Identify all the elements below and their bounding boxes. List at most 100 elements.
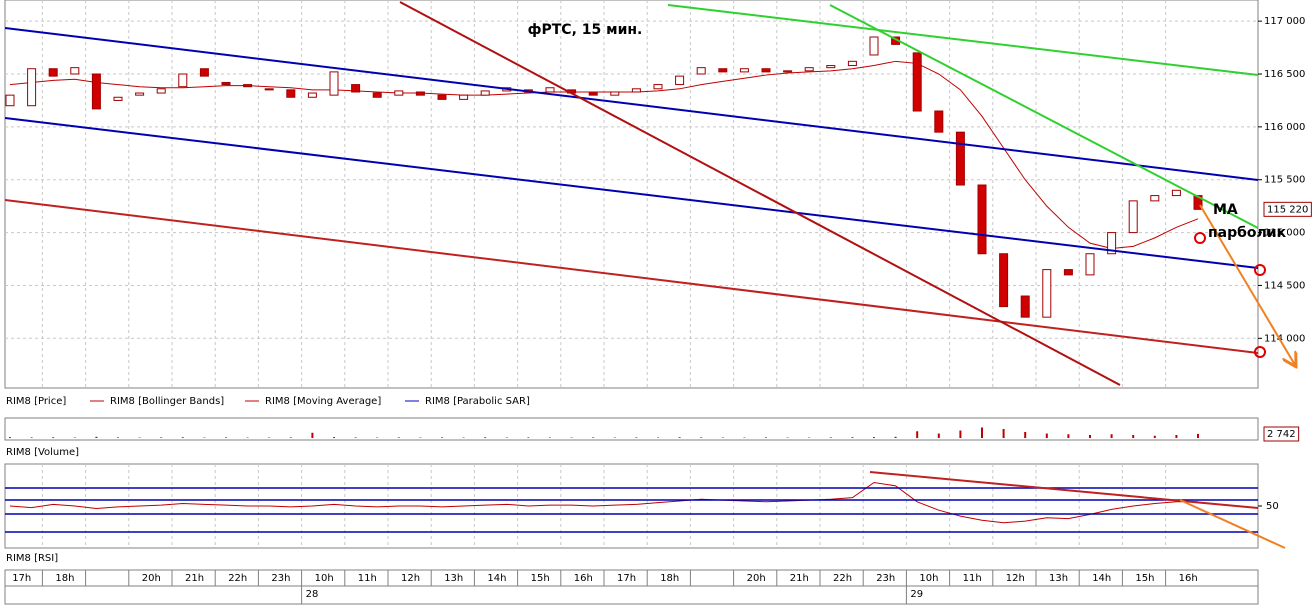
candle (28, 69, 36, 106)
candle (589, 93, 597, 95)
x-tick-label: 16h (1179, 573, 1198, 584)
candle (71, 68, 79, 74)
volume-bar (441, 437, 443, 438)
candle (740, 69, 748, 72)
volume-bar (1003, 429, 1005, 438)
candle (1086, 254, 1094, 275)
candle (546, 88, 554, 92)
volume-bar (1089, 435, 1091, 438)
volume-bar (311, 433, 313, 438)
y-tick-label: 116 000 (1264, 122, 1305, 133)
x-tick-label: 20h (747, 573, 766, 584)
x-tick-label: 11h (963, 573, 982, 584)
candle (1151, 196, 1159, 201)
volume-bar (225, 437, 227, 438)
volume-bar (895, 437, 897, 438)
x-tick-label: 17h (617, 573, 636, 584)
x-tick-label: 16h (574, 573, 593, 584)
x-tick-label: 23h (876, 573, 895, 584)
volume-bar (981, 428, 983, 439)
volume-bar (1175, 435, 1177, 438)
volume-bar (333, 437, 335, 438)
y-tick-label: 117 000 (1264, 16, 1305, 27)
x-tick-label: 21h (790, 573, 809, 584)
rsi-panel (5, 464, 1258, 548)
volume-bar (31, 437, 33, 438)
value-label: 2 742 (1267, 429, 1296, 440)
candle (287, 90, 295, 97)
candle (416, 92, 424, 95)
candle (935, 111, 943, 132)
panel-label: RIM8 [Volume] (6, 447, 79, 458)
volume-bar (290, 437, 292, 438)
volume-bar (527, 437, 529, 438)
day-label: 29 (910, 589, 923, 600)
annotation: MA (1213, 202, 1238, 218)
x-tick-label: 13h (1049, 573, 1068, 584)
candle (481, 91, 489, 95)
volume-bar (398, 437, 400, 438)
candle (827, 66, 835, 68)
y-tick-label: 114 500 (1264, 280, 1305, 291)
volume-bar (1132, 435, 1134, 438)
candle (762, 69, 770, 72)
candle (632, 89, 640, 92)
candle (956, 132, 964, 185)
x-tick-label: 20h (142, 573, 161, 584)
candle (676, 76, 684, 84)
candle (352, 85, 360, 92)
candle (913, 53, 921, 111)
candle (395, 91, 403, 95)
x-tick-label: 17h (12, 573, 31, 584)
candle (719, 69, 727, 72)
y-tick-label: 115 500 (1264, 175, 1305, 186)
volume-bar (484, 437, 486, 438)
volume-bar (959, 431, 961, 439)
legend-entry: RIM8 [Price] (6, 396, 66, 407)
candle (6, 95, 14, 106)
candle (848, 61, 856, 65)
x-tick-label: 18h (660, 573, 679, 584)
x-tick-label: 12h (1006, 573, 1025, 584)
candle (244, 85, 252, 87)
candle (157, 89, 165, 93)
annotation: парболик (1208, 225, 1287, 241)
x-tick-label: 14h (1092, 573, 1111, 584)
candle (200, 69, 208, 76)
x-tick-label: 15h (531, 573, 550, 584)
volume-bar (938, 434, 940, 439)
candle (222, 82, 230, 84)
y-tick-label: 114 000 (1264, 333, 1305, 344)
candle (179, 74, 187, 87)
x-tick-label: 23h (271, 573, 290, 584)
x-tick-label: 11h (358, 573, 377, 584)
volume-panel (5, 418, 1258, 440)
volume-bar (679, 437, 681, 438)
candle (49, 69, 57, 76)
x-tick-label: 15h (1135, 573, 1154, 584)
legend-entry: RIM8 [Bollinger Bands] (110, 396, 224, 407)
volume-bar (1024, 432, 1026, 438)
candle (373, 93, 381, 97)
volume-bar (1154, 436, 1156, 438)
x-tick-label: 10h (315, 573, 334, 584)
candle (1064, 270, 1072, 275)
x-tick-label: 12h (401, 573, 420, 584)
volume-bar (765, 437, 767, 438)
volume-bar (52, 437, 54, 438)
volume-bar (1197, 434, 1199, 438)
moving-average (10, 61, 1198, 248)
legend-entry: RIM8 [Parabolic SAR] (425, 396, 530, 407)
value-label: 115 220 (1267, 204, 1308, 215)
day-label: 28 (306, 589, 319, 600)
candle (114, 97, 122, 100)
candle (805, 68, 813, 71)
volume-bar (916, 431, 918, 438)
candle (870, 37, 878, 55)
volume-bar (355, 437, 357, 438)
candle (654, 85, 662, 89)
x-tick-label: 22h (228, 573, 247, 584)
candle (978, 185, 986, 254)
x-tick-label: 13h (444, 573, 463, 584)
